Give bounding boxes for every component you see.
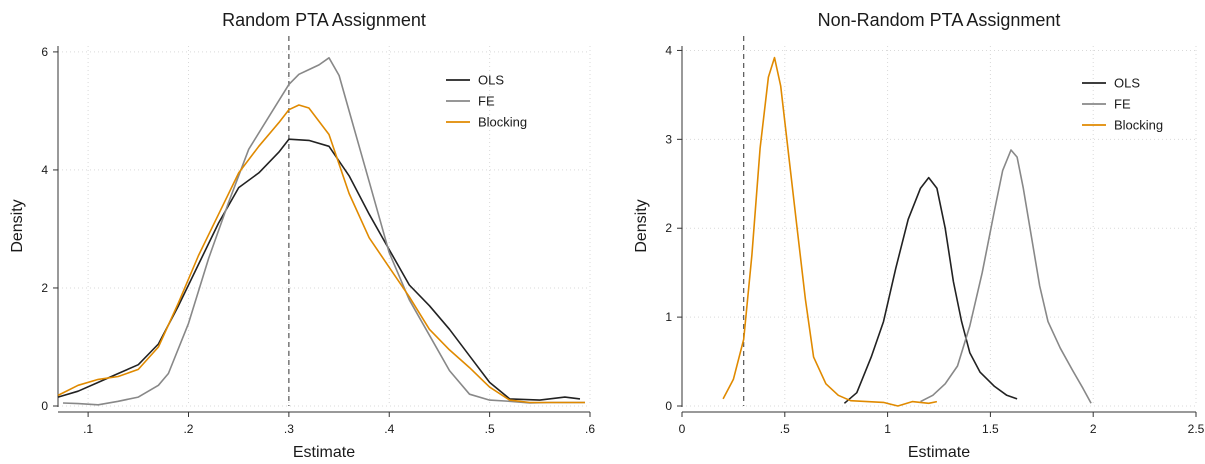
y-tick-label: 4 xyxy=(41,163,48,177)
x-tick-label: .5 xyxy=(780,422,790,436)
y-tick-label: 0 xyxy=(41,399,48,413)
x-tick-label: .6 xyxy=(585,422,595,436)
y-tick-label: 0 xyxy=(665,399,672,413)
y-tick-label: 4 xyxy=(665,43,672,57)
legend: OLS FE Blocking xyxy=(446,73,527,130)
legend-label: FE xyxy=(478,94,495,109)
chart-non-random-pta: 0 1 2 3 4 0 .5 1 1.5 2 2.5 Non-Random PTA Assignmen… xyxy=(633,10,1205,461)
x-tick-label: 2 xyxy=(1090,422,1097,436)
series-line-blocking xyxy=(57,104,585,404)
x-tick-label: 0 xyxy=(679,422,686,436)
chart-title: Random PTA Assignment xyxy=(222,10,426,30)
x-tick-label: .4 xyxy=(384,422,394,436)
series-line-fe xyxy=(920,149,1092,404)
legend-label: Blocking xyxy=(1114,118,1163,133)
x-tick-label: 1.5 xyxy=(982,422,999,436)
y-tick-label: 2 xyxy=(665,221,672,235)
series-line-ols xyxy=(57,138,581,401)
series-line-ols xyxy=(843,176,1018,404)
series-line-blocking xyxy=(722,56,938,407)
y-tick-label: 6 xyxy=(41,45,48,59)
y-tick-label: 1 xyxy=(665,310,672,324)
y-tick-label: 2 xyxy=(41,281,48,295)
x-tick-label: .2 xyxy=(183,422,193,436)
series-line-fe xyxy=(62,57,585,406)
x-tick-label: .1 xyxy=(83,422,93,436)
legend: OLS FE Blocking xyxy=(1082,76,1163,133)
chart-title: Non-Random PTA Assignment xyxy=(818,10,1061,30)
x-tick-label: 2.5 xyxy=(1188,422,1205,436)
x-axis-label: Estimate xyxy=(293,444,355,461)
y-tick-label: 3 xyxy=(665,132,672,146)
y-axis-label: Density xyxy=(633,199,650,252)
chart-random-pta: 0 2 4 6 .1 .2 .3 .4 .5 .6 Random PTA Assignment Est… xyxy=(9,10,595,461)
legend-label: OLS xyxy=(1114,76,1140,91)
legend-label: Blocking xyxy=(478,115,527,130)
x-tick-label: .5 xyxy=(485,422,495,436)
legend-label: OLS xyxy=(478,73,504,88)
y-axis-label: Density xyxy=(9,199,26,252)
x-axis-label: Estimate xyxy=(908,444,970,461)
x-tick-label: .3 xyxy=(284,422,294,436)
legend-label: FE xyxy=(1114,97,1131,112)
x-tick-label: 1 xyxy=(884,422,891,436)
